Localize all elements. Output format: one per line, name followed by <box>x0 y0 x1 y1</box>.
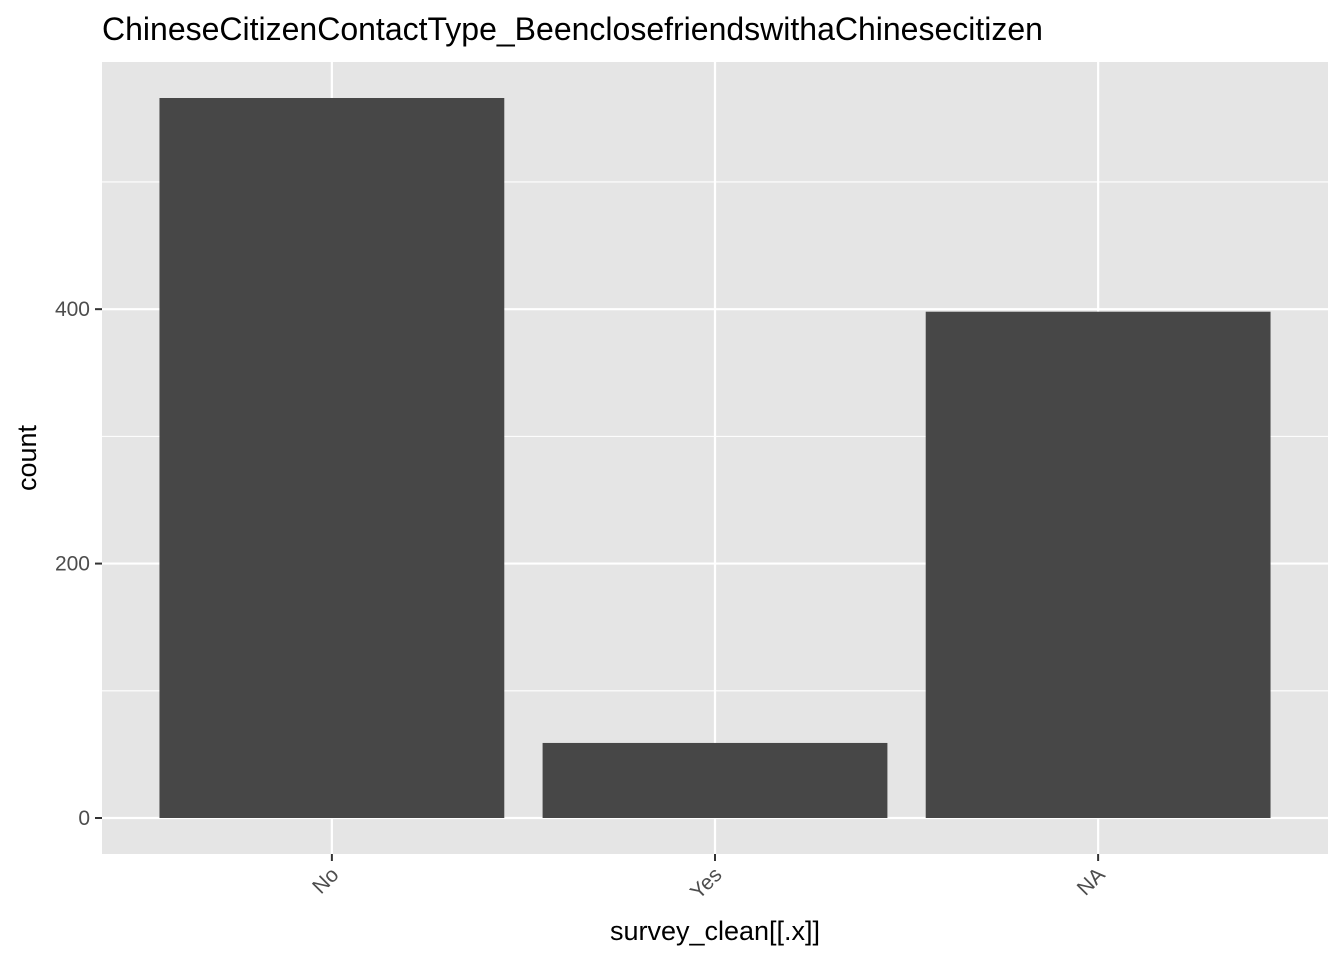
bars <box>159 98 1271 818</box>
bar-yes <box>542 742 888 818</box>
y-tick-label: 400 <box>55 298 90 321</box>
x-tick-label: NA <box>1073 863 1110 900</box>
bar-na <box>925 311 1271 818</box>
bar-no <box>159 98 505 818</box>
y-tick-label: 200 <box>55 553 90 576</box>
chart-title: ChineseCitizenContactType_Beenclosefrien… <box>102 11 1043 47</box>
y-tick-label: 0 <box>78 807 90 830</box>
y-axis-title: count <box>12 424 42 491</box>
x-tick-label: Yes <box>686 863 726 903</box>
x-axis: No Yes NA <box>308 854 1110 904</box>
x-axis-title: survey_clean[[.x]] <box>610 916 820 946</box>
y-axis: 0 200 400 <box>55 298 102 830</box>
x-tick-label: No <box>308 863 343 898</box>
